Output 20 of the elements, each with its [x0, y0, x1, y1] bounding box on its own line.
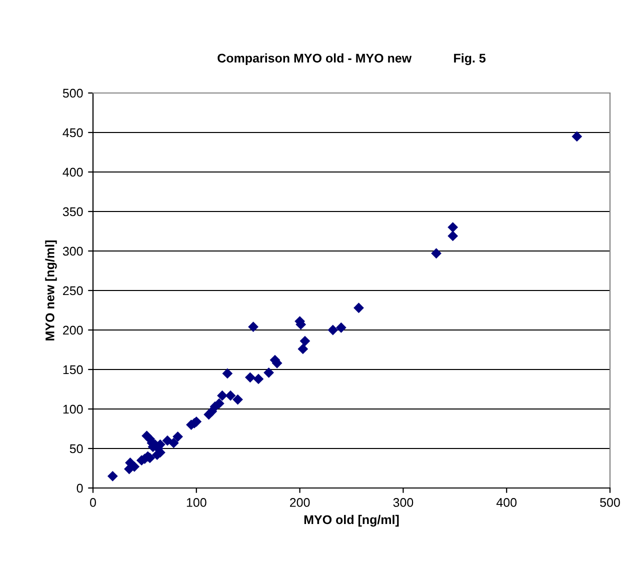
x-tick-label: 300: [393, 498, 414, 507]
x-tick-label: 0: [90, 498, 96, 507]
x-axis-title: MYO old [ng/ml]: [304, 514, 399, 527]
y-tick-label: 400: [62, 168, 83, 177]
y-tick-label: 500: [62, 88, 83, 98]
y-tick-label: 350: [62, 207, 83, 216]
y-tick-label: 250: [63, 286, 83, 296]
x-tick-label: 200: [290, 498, 310, 507]
x-tick-label: 100: [186, 498, 206, 507]
y-tick-label: 150: [63, 365, 83, 374]
y-tick-label: 450: [62, 128, 83, 138]
y-tick-label: 300: [62, 246, 83, 256]
y-tick-label: 0: [76, 484, 83, 493]
y-tick-label: 100: [63, 404, 83, 414]
y-tick-label: 200: [63, 326, 83, 335]
x-tick-label: 500: [600, 498, 620, 507]
x-tick-label: 400: [496, 498, 517, 507]
y-tick-label: 50: [70, 444, 83, 454]
chart-title: Comparison MYO old - MYO new Fig. 5: [218, 53, 486, 66]
y-axis-title: MYO new [ng/ml]: [45, 240, 57, 340]
